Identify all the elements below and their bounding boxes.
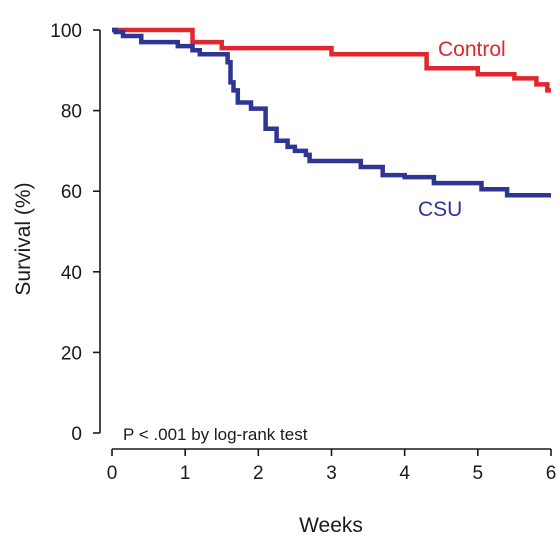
x-tick-label: 6 (546, 463, 557, 484)
series-line-control (112, 27, 551, 93)
x-tick-label: 5 (473, 463, 484, 484)
plot-area: 0 20 40 60 80 100 0 1 2 3 4 5 6 (50, 21, 556, 484)
x-tick-label: 2 (253, 463, 264, 484)
y-tick-label: 80 (61, 102, 82, 123)
x-tick-label: 1 (180, 463, 191, 484)
series-label-csu: CSU (418, 198, 462, 221)
y-tick-label: 20 (61, 343, 82, 364)
x-tick-label: 4 (399, 463, 410, 484)
x-tick-label: 0 (107, 463, 118, 484)
series-lines (112, 27, 551, 198)
y-tick-label: 0 (71, 424, 82, 445)
y-tick-label: 60 (61, 182, 82, 203)
p-value-annotation: P < .001 by log-rank test (123, 425, 308, 444)
y-tick-label: 40 (61, 263, 82, 284)
y-axis-ticks: 0 20 40 60 80 100 (50, 21, 100, 445)
x-axis-ticks: 0 1 2 3 4 5 6 (107, 449, 557, 484)
x-tick-label: 3 (326, 463, 337, 484)
y-axis-title: Survival (%) (12, 182, 35, 295)
series-line-csu (112, 27, 551, 198)
y-tick-label: 100 (50, 21, 82, 42)
series-label-control: Control (438, 38, 506, 61)
x-axis-title: Weeks (299, 514, 363, 537)
